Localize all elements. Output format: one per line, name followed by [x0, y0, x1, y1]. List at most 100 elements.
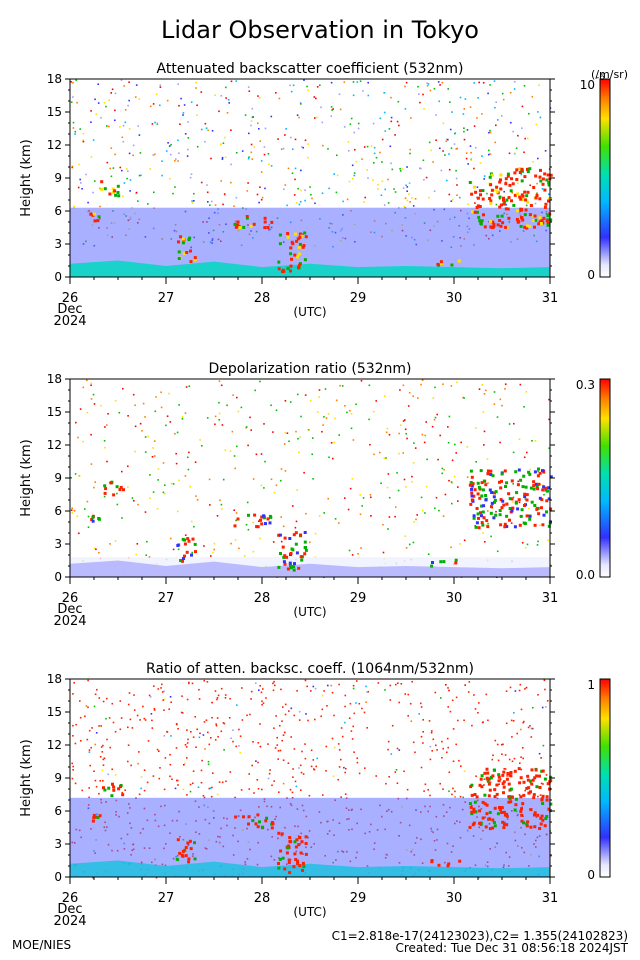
cloud-pixel: [522, 474, 526, 478]
cloud-pixel: [515, 168, 519, 172]
noise-speck: [295, 520, 298, 523]
noise-speck: [151, 123, 154, 125]
cloud-pixel: [521, 218, 525, 222]
noise-speck: [155, 396, 157, 398]
noise-speck: [257, 122, 259, 125]
colorbar-exponent: -6: [596, 73, 605, 83]
cloud-pixel: [524, 198, 528, 202]
noise-speck: [501, 115, 503, 117]
noise-speck: [253, 792, 255, 794]
noise-speck: [306, 685, 308, 688]
cloud-pixel: [535, 507, 539, 511]
cloud-pixel: [480, 521, 484, 525]
noise-speck: [369, 443, 371, 446]
cloud-pixel: [298, 864, 302, 868]
noise-speck: [478, 702, 480, 704]
cloud-pixel: [502, 791, 505, 795]
cloud-pixel: [540, 798, 544, 802]
noise-speck: [235, 745, 237, 748]
panel-title: Depolarization ratio (532nm): [208, 361, 411, 377]
cloud-pixel: [525, 226, 529, 230]
cloud-pixel: [532, 487, 536, 491]
noise-speck: [344, 694, 347, 697]
cloud-pixel: [480, 494, 484, 498]
noise-speck: [344, 705, 346, 708]
cloud-pixel: [112, 191, 115, 195]
noise-speck: [180, 711, 183, 714]
noise-speck: [163, 788, 166, 791]
noise-speck: [442, 383, 444, 385]
noise-speck: [292, 148, 294, 150]
cloud-pixel: [442, 560, 446, 564]
cloud-pixel: [502, 785, 506, 789]
cloud-pixel: [507, 782, 511, 786]
noise-speck: [387, 473, 390, 475]
noise-speck: [331, 691, 334, 694]
noise-speck: [391, 168, 394, 171]
noise-speck: [108, 99, 110, 101]
noise-speck: [494, 189, 496, 191]
noise-speck: [176, 779, 178, 782]
cloud-pixel: [502, 198, 505, 202]
cloud-pixel: [513, 525, 517, 529]
noise-speck: [359, 513, 362, 516]
cloud-pixel: [472, 185, 476, 189]
noise-speck: [251, 764, 253, 767]
cloud-pixel: [533, 504, 537, 507]
cloud-pixel: [503, 200, 507, 204]
noise-speck: [157, 688, 160, 690]
noise-speck: [367, 81, 369, 84]
noise-speck: [318, 389, 321, 391]
cloud-pixel: [516, 209, 519, 213]
noise-speck: [71, 777, 74, 780]
cloud-pixel: [485, 803, 489, 807]
cloud-pixel: [500, 214, 504, 218]
cloud-pixel: [176, 544, 180, 547]
noise-speck: [356, 81, 359, 83]
noise-speck: [388, 128, 391, 130]
cloud-pixel: [536, 487, 540, 491]
noise-speck: [71, 512, 73, 514]
noise-speck: [518, 515, 521, 518]
noise-speck: [400, 683, 403, 685]
cloud-pixel: [450, 263, 454, 267]
noise-speck: [411, 480, 413, 483]
cloud-pixel: [502, 196, 505, 200]
noise-speck: [332, 775, 335, 777]
noise-speck: [343, 126, 346, 128]
noise-speck: [108, 125, 110, 128]
noise-speck: [488, 149, 490, 152]
noise-speck: [188, 681, 190, 684]
noise-speck: [326, 705, 328, 707]
noise-speck: [544, 150, 547, 152]
noise-speck: [276, 744, 279, 746]
noise-speck: [95, 785, 98, 788]
noise-speck: [450, 200, 453, 202]
noise-speck: [188, 682, 190, 685]
noise-speck: [223, 722, 226, 725]
noise-speck: [498, 783, 500, 785]
noise-speck: [220, 180, 222, 182]
noise-speck: [284, 134, 286, 136]
cloud-pixel: [288, 871, 292, 875]
noise-speck: [447, 746, 449, 749]
cloud-pixel: [176, 838, 180, 842]
noise-speck: [493, 403, 496, 405]
noise-speck: [451, 482, 453, 484]
noise-speck: [310, 765, 313, 768]
cloud-pixel: [509, 771, 513, 774]
cloud-pixel: [296, 237, 300, 241]
cloud-pixel: [431, 561, 434, 564]
noise-speck: [409, 152, 411, 155]
noise-speck: [525, 391, 528, 393]
y-tick-label: 12: [47, 438, 62, 452]
noise-speck: [216, 697, 219, 699]
noise-speck: [489, 781, 492, 784]
cloud-pixel: [492, 516, 496, 520]
cloud-pixel: [510, 177, 513, 181]
noise-speck: [200, 91, 203, 93]
noise-speck: [214, 423, 216, 426]
noise-speck: [420, 766, 423, 769]
noise-speck: [288, 440, 290, 443]
